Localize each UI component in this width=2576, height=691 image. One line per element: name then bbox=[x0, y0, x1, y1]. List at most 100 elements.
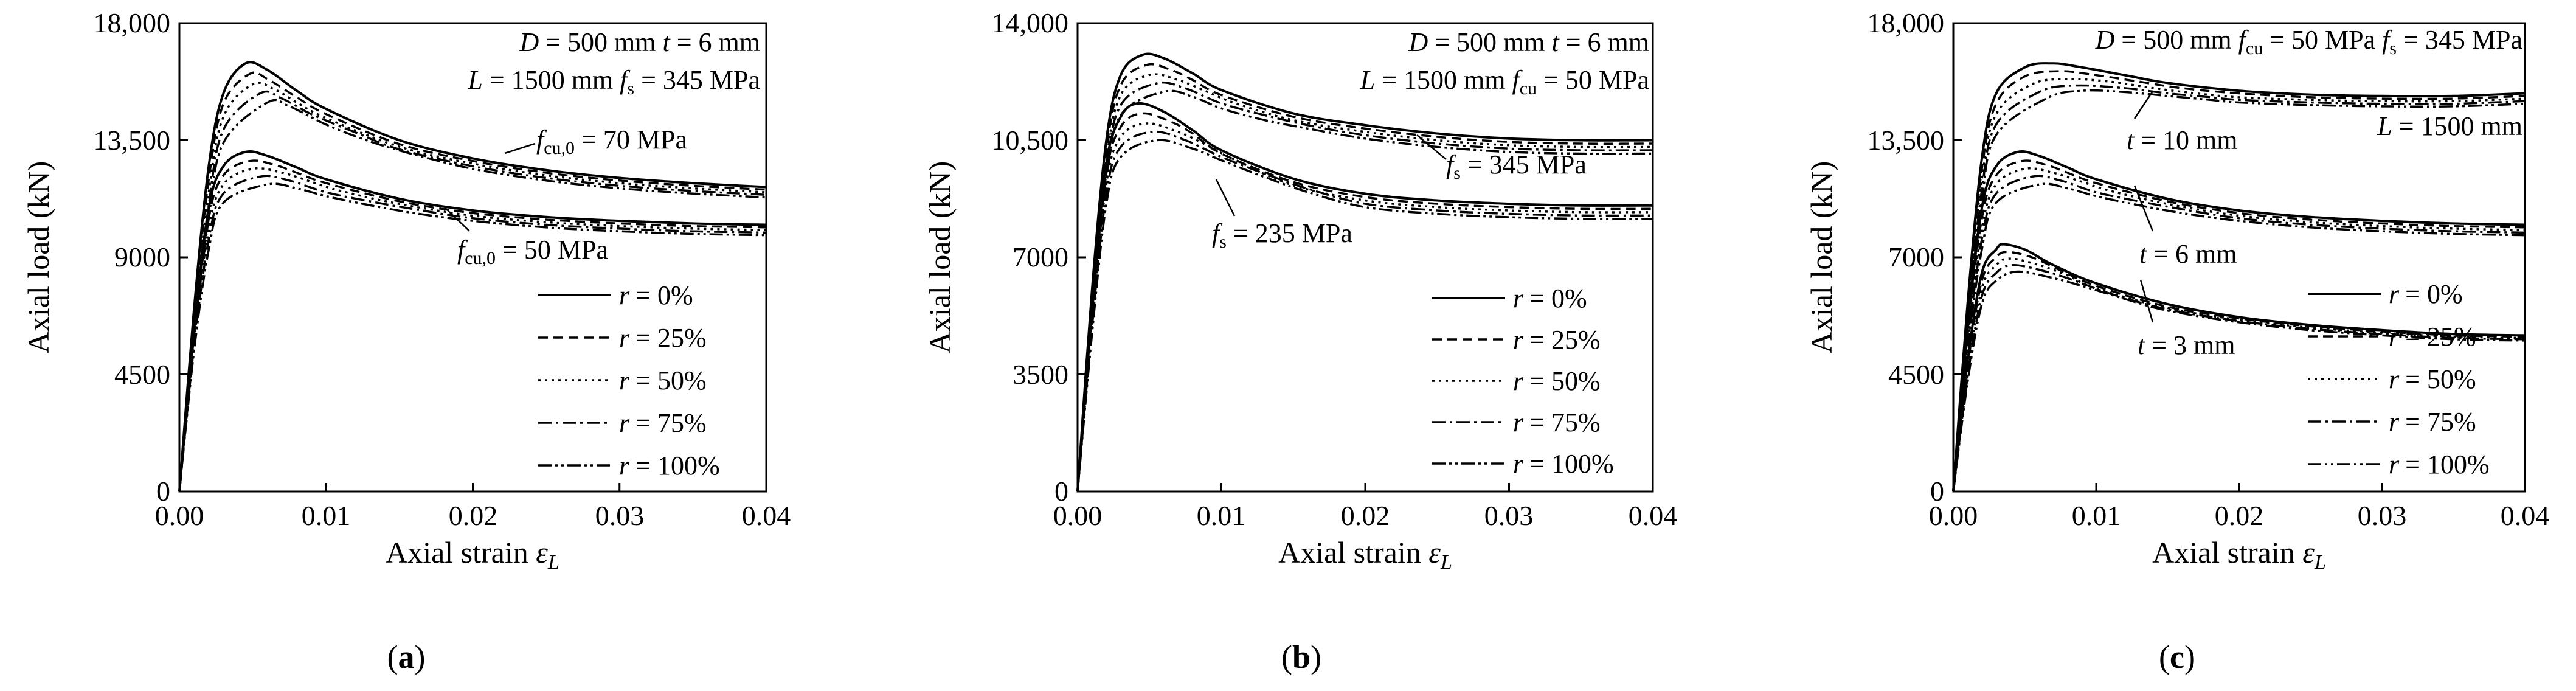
y-tick-label: 0 bbox=[1930, 476, 1944, 507]
leader-line bbox=[2133, 185, 2154, 232]
y-tick-label: 0 bbox=[156, 476, 170, 507]
x-tick-label: 0.04 bbox=[2501, 500, 2550, 531]
annotation-length-strength-a: L = 1500 mm fs = 345 MPa bbox=[467, 65, 760, 99]
y-tick-labels-b: 0 3500 7000 10,500 14,000 bbox=[992, 7, 1069, 507]
x-tick-labels-b: 0.00 0.01 0.02 0.03 0.04 bbox=[1053, 500, 1678, 531]
leader-line bbox=[1416, 134, 1447, 160]
legend-label: r = 100% bbox=[2389, 450, 2490, 479]
annotation-length-strength-b: L = 1500 mm fcu = 50 MPa bbox=[1360, 65, 1649, 99]
legend-entry: r = 75% bbox=[2308, 407, 2476, 437]
legend-label: r = 0% bbox=[2389, 279, 2463, 309]
legend-label: r = 25% bbox=[1513, 325, 1601, 355]
series-line bbox=[1952, 251, 2526, 492]
y-tick-label: 4500 bbox=[114, 359, 170, 390]
legend-label: r = 75% bbox=[1513, 408, 1601, 437]
x-tick-label: 0.00 bbox=[155, 500, 204, 531]
series-line bbox=[1952, 70, 2526, 492]
legend-entry: r = 0% bbox=[1432, 283, 1587, 313]
x-tick-label: 0.00 bbox=[1929, 500, 1978, 531]
y-tick-labels-c: 0 4500 7000 13,500 18,000 bbox=[1868, 7, 1945, 507]
series-line bbox=[1076, 102, 1653, 492]
leader-line bbox=[2139, 279, 2154, 323]
x-axis-label-a: Axial strain εL bbox=[386, 535, 559, 574]
y-tick-label: 13,500 bbox=[1868, 125, 1945, 156]
y-tick-label: 18,000 bbox=[1868, 7, 1945, 38]
y-axis-label-b: Axial load (kN) bbox=[923, 161, 957, 354]
y-tick-label: 3500 bbox=[1013, 359, 1068, 390]
panel-b: 0.00 0.01 0.02 0.03 0.04 0 3500 7000 10,… bbox=[923, 7, 1677, 675]
legend-label: r = 50% bbox=[619, 366, 707, 395]
y-tick-label: 0 bbox=[1054, 476, 1068, 507]
series-line bbox=[1076, 130, 1653, 492]
legend-entry: r = 75% bbox=[538, 408, 707, 438]
legend-entry: r = 0% bbox=[2308, 279, 2463, 309]
curve-label-fs345-b: fs = 345 MPa bbox=[1446, 150, 1587, 183]
series-line bbox=[1952, 167, 2526, 492]
series-line bbox=[178, 159, 767, 492]
legend-entry: r = 100% bbox=[538, 451, 720, 481]
series-line bbox=[1952, 159, 2526, 492]
y-tick-label: 4500 bbox=[1888, 359, 1944, 390]
legend-label: r = 25% bbox=[619, 323, 707, 353]
legend-label: r = 25% bbox=[2389, 322, 2476, 352]
y-tick-label: 7000 bbox=[1013, 241, 1068, 273]
series-line bbox=[178, 61, 767, 492]
panel-caption-b: (b) bbox=[1281, 639, 1321, 675]
x-axis-label-b: Axial strain εL bbox=[1278, 535, 1452, 574]
x-tick-label: 0.00 bbox=[1053, 500, 1103, 531]
annotation-length-c: L = 1500 mm bbox=[2377, 111, 2522, 141]
y-tick-label: 18,000 bbox=[94, 7, 171, 38]
leader-line bbox=[443, 206, 470, 232]
x-axis-label-c: Axial strain εL bbox=[2152, 535, 2326, 574]
series-line bbox=[1076, 63, 1653, 492]
legend-entry: r = 100% bbox=[1432, 449, 1614, 479]
curve-label-t10-c: t = 10 mm bbox=[2127, 125, 2238, 155]
legend-label: r = 50% bbox=[2389, 364, 2476, 394]
x-tick-label: 0.01 bbox=[2072, 500, 2121, 531]
y-tick-label: 9000 bbox=[114, 241, 170, 273]
curve-label-t6-c: t = 6 mm bbox=[2139, 239, 2237, 269]
x-tick-labels-a: 0.00 0.01 0.02 0.03 0.04 bbox=[155, 500, 791, 531]
x-tick-label: 0.02 bbox=[2215, 500, 2264, 531]
leader-line bbox=[1215, 179, 1236, 217]
curve-label-fcu50-a: fcu,0 = 50 MPa bbox=[457, 235, 608, 268]
legend-label: r = 100% bbox=[619, 451, 720, 481]
legend-a: r = 0% r = 25% r = 50% r = 75% r = 100% bbox=[538, 280, 720, 481]
series-line bbox=[178, 182, 767, 492]
legend-entry: r = 50% bbox=[1432, 366, 1601, 396]
panel-caption-a: (a) bbox=[387, 639, 426, 675]
series-line bbox=[1952, 84, 2526, 492]
legend-entry: r = 25% bbox=[538, 323, 707, 353]
y-tick-label: 14,000 bbox=[992, 7, 1069, 38]
legend-entry: r = 50% bbox=[538, 366, 707, 395]
y-axis-label-a: Axial load (kN) bbox=[21, 161, 55, 354]
curve-label-fs235-b: fs = 235 MPa bbox=[1212, 218, 1352, 252]
y-tick-label: 10,500 bbox=[992, 125, 1069, 156]
series-line bbox=[178, 175, 767, 492]
x-tick-label: 0.01 bbox=[1197, 500, 1246, 531]
y-axis-label-c: Axial load (kN) bbox=[1804, 161, 1838, 354]
legend-label: r = 0% bbox=[619, 280, 693, 310]
y-tick-label: 7000 bbox=[1888, 241, 1944, 273]
series-line bbox=[178, 71, 767, 492]
x-tick-label: 0.02 bbox=[449, 500, 498, 531]
series-line bbox=[1076, 73, 1653, 492]
x-tick-label: 0.04 bbox=[1629, 500, 1678, 531]
leader-line bbox=[504, 142, 536, 155]
curve-label-fcu70-a: fcu,0 = 70 MPa bbox=[536, 125, 687, 158]
y-tick-label: 13,500 bbox=[94, 125, 171, 156]
legend-label: r = 100% bbox=[1513, 449, 1614, 479]
curve-label-t3-c: t = 3 mm bbox=[2138, 330, 2235, 360]
annotation-dimensions-c: D = 500 mm fcu = 50 MPa fs = 345 MPa bbox=[2095, 25, 2522, 58]
legend-label: r = 50% bbox=[1513, 366, 1601, 396]
x-tick-label: 0.03 bbox=[2358, 500, 2407, 531]
leader-line bbox=[2133, 91, 2154, 119]
curves-a bbox=[178, 22, 767, 493]
legend-entry: r = 25% bbox=[1432, 325, 1601, 355]
y-tick-labels-a: 0 4500 9000 13,500 18,000 bbox=[94, 7, 171, 507]
x-tick-label: 0.03 bbox=[595, 500, 645, 531]
legend-label: r = 0% bbox=[1513, 283, 1587, 313]
panel-c: 0.00 0.01 0.02 0.03 0.04 0 4500 7000 13,… bbox=[1804, 7, 2549, 675]
legend-entry: r = 100% bbox=[2308, 450, 2490, 479]
x-tick-label: 0.02 bbox=[1341, 500, 1390, 531]
